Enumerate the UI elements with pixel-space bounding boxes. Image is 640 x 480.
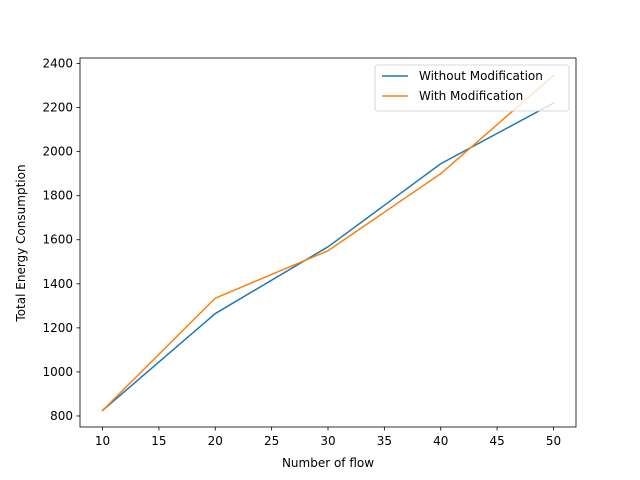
y-tick-label: 2000: [42, 145, 73, 159]
x-tick-label: 10: [95, 434, 110, 448]
plot-area: [101, 74, 555, 412]
x-tick-label: 40: [433, 434, 448, 448]
axes: 10 15 20 25 30 35 40 45 50 800 1000 1200 1400 1600 180…: [42, 57, 577, 448]
legend-label-2: With Modification: [419, 89, 523, 103]
legend: Without Modification With Modification: [374, 64, 570, 112]
y-axis-label: Total Energy Consumption: [14, 164, 28, 322]
x-tick-label: 45: [489, 434, 504, 448]
legend-box: [374, 64, 570, 112]
y-tick-label: 1600: [42, 233, 73, 247]
x-axis-label: Number of flow: [282, 456, 374, 470]
series-line-1: [101, 102, 555, 412]
y-tick-label: 1400: [42, 277, 73, 291]
axes-frame: [79, 57, 577, 428]
legend-label-1: Without Modification: [419, 69, 543, 83]
y-tick-label: 800: [50, 409, 73, 423]
x-tick-label: 25: [264, 434, 279, 448]
y-tick-label: 1800: [42, 189, 73, 203]
y-tick-label: 2200: [42, 101, 73, 115]
series-line-2: [101, 74, 555, 412]
y-tick-label: 2400: [42, 57, 73, 71]
x-tick-label: 30: [320, 434, 335, 448]
y-tick-label: 1000: [42, 365, 73, 379]
x-tick-label: 50: [546, 434, 561, 448]
y-tick-label: 1200: [42, 321, 73, 335]
x-tick-label: 15: [151, 434, 166, 448]
x-tick-label: 20: [208, 434, 223, 448]
x-tick-label: 35: [377, 434, 392, 448]
